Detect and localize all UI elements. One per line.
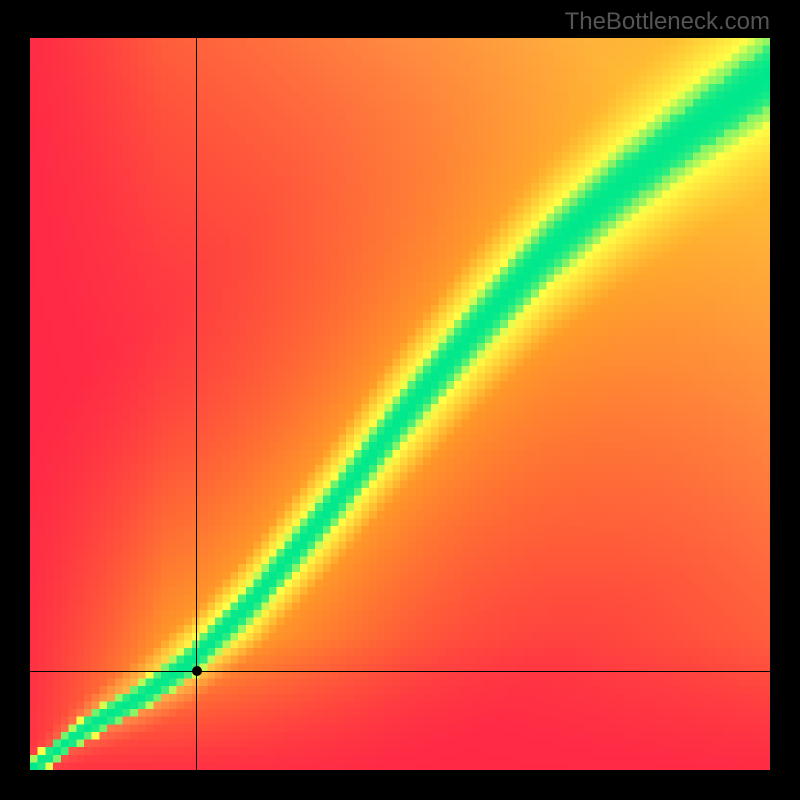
heatmap-canvas — [30, 38, 770, 770]
crosshair-horizontal — [30, 671, 770, 672]
crosshair-vertical — [196, 38, 197, 770]
crosshair-marker — [192, 666, 202, 676]
watermark-text: TheBottleneck.com — [565, 8, 770, 36]
heatmap-plot — [30, 38, 770, 770]
